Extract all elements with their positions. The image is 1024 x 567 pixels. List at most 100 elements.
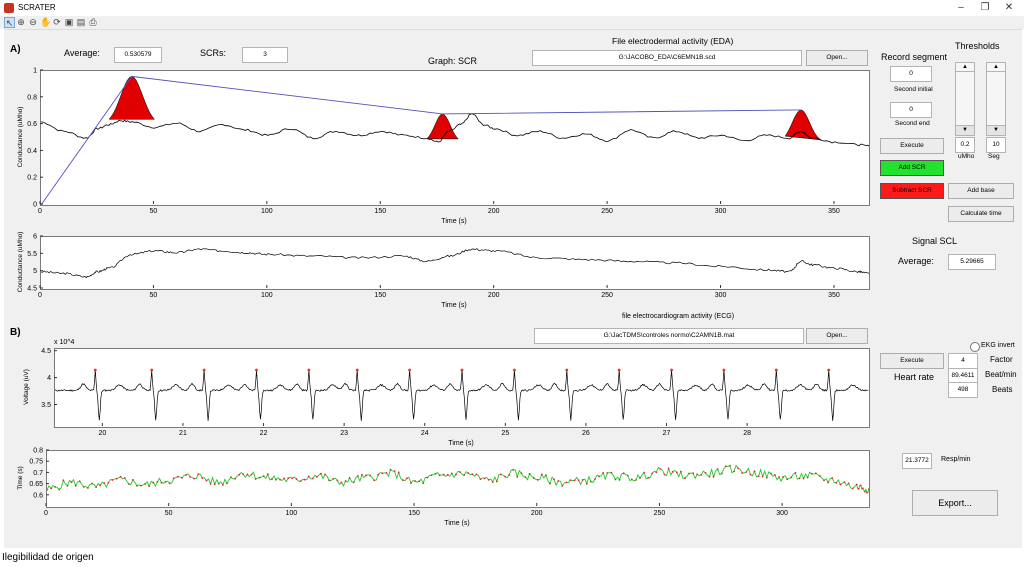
save-icon[interactable]: ▣ [64,17,74,27]
x-tick-label: 350 [828,292,840,299]
y-tick-label: 0.2 [27,175,37,182]
threshold-seg-input[interactable]: 10 [986,137,1006,153]
resp-axes: 0 50 100 150 200 250 3000.60.650.70.750.8Time … [0,440,880,530]
x-tick-label: 250 [601,292,613,299]
y-tick-label: 0.6 [27,121,37,128]
x-tick-label: 300 [715,208,727,215]
app-icon [4,3,14,13]
ecg-execute-button[interactable]: Execute [880,353,944,369]
eda-execute-button[interactable]: Execute [880,138,944,154]
x-tick-label: 50 [165,510,173,517]
scr-axes: 0 50 100 150 200 250 300 350 0 0.2 0.4 0.6 0.8 1 Time … [0,60,880,230]
y-tick-label: 0.8 [33,448,43,455]
factor-label: Factor [990,355,1013,364]
x-tick-label: 250 [654,510,666,517]
y-tick-label: 0.6 [33,492,43,499]
x-tick-label: 24 [421,430,429,437]
x-tick-label: 27 [663,430,671,437]
zoom-out-icon[interactable]: ⊖ [28,17,38,27]
threshold-seg-slider[interactable]: ▲ ▼ [986,62,1006,136]
pointer-icon[interactable]: ↖ [4,17,15,28]
add-base-button[interactable]: Add base [948,183,1014,199]
x-tick-label: 250 [601,208,613,215]
open-icon[interactable]: ▤ [76,17,86,27]
x-tick-label: 22 [260,430,268,437]
scl-axes: 0 50 100 150 200 250 300 3504.555.56Time (s)Con… [0,226,880,310]
x-axis-label: Time (s) [444,520,469,527]
beats-value: 498 [948,382,978,398]
signal-scl-label: Signal SCL [912,236,957,246]
threshold-umho-slider[interactable]: ▲ ▼ [955,62,975,136]
y-axis-label: Voltage (uV) [23,369,30,405]
factor-input[interactable]: 4 [948,353,978,369]
x-tick-label: 0 [44,510,48,517]
slider-up-icon[interactable]: ▲ [956,63,974,72]
rotate-icon[interactable]: ⟳ [52,17,62,27]
y-tick-label: 5 [33,268,37,275]
x-tick-label: 150 [408,510,420,517]
y-tick-label: 4.5 [41,348,51,355]
scl-average-label: Average: [898,256,934,266]
x-tick-label: 21 [179,430,187,437]
x-tick-label: 50 [150,292,158,299]
x-tick-label: 26 [582,430,590,437]
section-a-label: A) [10,44,21,55]
y-tick-label: 0.7 [33,470,43,477]
export-button[interactable]: Export... [912,490,998,516]
y-tick-label: 6 [33,234,37,241]
y-tick-label: 0.8 [27,94,37,101]
zoom-in-icon[interactable]: ⊕ [16,17,26,27]
thresholds-label: Thresholds [955,41,1000,51]
y-tick-label: 0 [33,202,37,209]
ekg-invert-label: EKG invert [981,342,1015,349]
x-axis-label: Time (s) [441,302,466,309]
x-tick-label: 100 [286,510,298,517]
y-tick-label: 4 [47,375,51,382]
threshold-umho-label: uMho [958,153,974,160]
calculate-time-button[interactable]: Calculate time [948,206,1014,222]
scrs-label: SCRs: [200,48,226,58]
title-bar: SCRATER – ❐ ✕ [0,0,1024,17]
second-initial-input[interactable]: 0 [890,66,932,82]
slider-down-icon[interactable]: ▼ [956,125,974,135]
x-axis-label: Time (s) [441,218,466,225]
restore-button[interactable]: ❐ [974,1,996,15]
record-segment-label: Record segment [881,52,947,62]
y-tick-label: 0.4 [27,148,37,155]
subtract-scr-button[interactable]: Subtract SCR [880,183,944,199]
print-icon[interactable]: ⎙ [88,17,98,27]
scl-average-value: 5.29665 [948,254,996,270]
x-tick-label: 0 [38,208,42,215]
ekg-invert-radio[interactable] [970,342,980,352]
footer-text: Ilegibilidad de origen [2,552,94,563]
x-tick-label: 0 [38,292,42,299]
x-tick-label: 28 [743,430,751,437]
x-tick-label: 150 [374,208,386,215]
minimize-button[interactable]: – [950,1,972,15]
x-tick-label: 200 [488,208,500,215]
close-button[interactable]: ✕ [998,1,1020,15]
y-tick-label: 3.5 [41,402,51,409]
x-tick-label: 23 [340,430,348,437]
pan-icon[interactable]: ✋ [40,17,50,27]
y-axis-label: Time (s) [17,466,24,490]
x-tick-label: 300 [776,510,788,517]
add-scr-button[interactable]: Add SCR [880,160,944,176]
second-initial-label: Second initial [894,86,933,93]
x-tick-label: 150 [374,292,386,299]
y-tick-label: 1 [33,68,37,75]
x-tick-label: 20 [98,430,106,437]
slider-up-icon[interactable]: ▲ [987,63,1005,72]
x-tick-label: 25 [501,430,509,437]
eda-file-title: File electrodermal activity (EDA) [612,36,733,46]
second-end-label: Second end [895,120,930,127]
slider-down-icon[interactable]: ▼ [987,125,1005,135]
y-axis-label: Conductance (uMho) [17,107,24,168]
ecg-file-title: file electrocardiogram activity (ECG) [622,313,734,320]
second-end-input[interactable]: 0 [890,102,932,118]
window-title: SCRATER [18,3,56,12]
threshold-umho-input[interactable]: 0.2 [955,137,975,153]
x-tick-label: 100 [261,292,273,299]
resp-value: 21.3772 [902,453,932,469]
x-tick-label: 350 [828,208,840,215]
